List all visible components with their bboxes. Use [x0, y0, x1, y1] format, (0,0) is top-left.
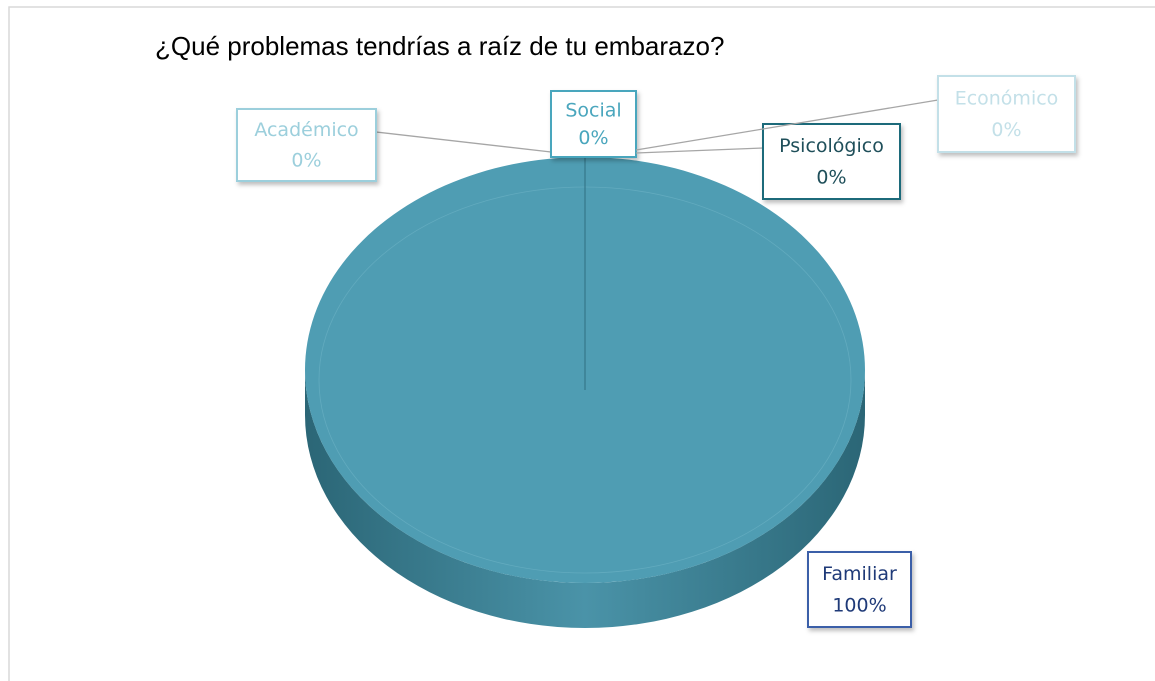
leader-line [635, 99, 939, 151]
labels: Académico 0% Social 0% Psicológico 0% Económic… [236, 75, 1076, 628]
label-box [762, 123, 901, 200]
leader-line [375, 131, 552, 153]
chart-title: ¿Qué problemas tendrías a raíz de tu emb… [155, 31, 724, 61]
value-label: 0% [578, 127, 608, 149]
chart-frame [8, 6, 1155, 681]
category-label: Social [565, 99, 621, 121]
category-label: Académico [254, 119, 358, 141]
pie-side [305, 370, 865, 628]
label-box [807, 551, 912, 628]
label-box [236, 108, 377, 182]
category-label: Familiar [822, 563, 897, 585]
category-label: Económico [955, 87, 1059, 109]
leader-line [635, 147, 764, 154]
value-label: 0% [816, 167, 846, 189]
value-label: 100% [832, 595, 886, 617]
label-box [550, 90, 637, 158]
category-label: Psicológico [779, 135, 884, 157]
value-label: 0% [291, 149, 321, 171]
pie [304, 157, 865, 628]
value-label: 0% [991, 119, 1021, 141]
label-box [937, 75, 1076, 153]
